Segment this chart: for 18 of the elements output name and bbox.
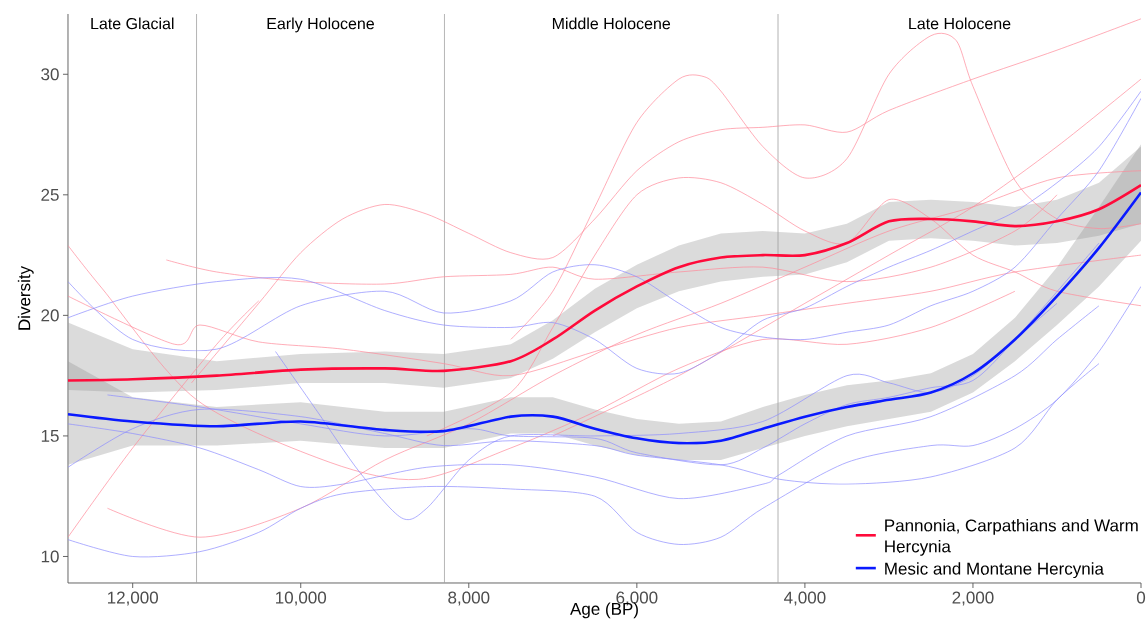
x-tick-label: 10,000 — [276, 591, 327, 606]
x-tick-label: 12,000 — [107, 591, 159, 606]
x-tick-label: 2,000 — [952, 591, 994, 606]
legend-label: Mesic and Montane Hercynia — [885, 562, 1104, 579]
x-tick-label: 8,000 — [448, 591, 490, 606]
y-tick-label: 25 — [41, 188, 59, 201]
annotation: Late Holocene — [909, 17, 1011, 30]
x-tick-label: 4,000 — [784, 591, 826, 606]
annotation: Late Glacial — [91, 17, 174, 30]
annotation: Early Holocene — [267, 17, 374, 33]
annotation: Middle Holocene — [552, 17, 671, 30]
x-tick-label: 0 — [1136, 591, 1146, 604]
y-axis-title: Diversity — [17, 265, 34, 330]
y-tick-label: 20 — [41, 309, 59, 322]
legend-label: Pannonia, Carpathians and Warm Hercynia — [885, 518, 1138, 556]
y-tick-label: 30 — [41, 68, 59, 81]
y-tick-label: 15 — [41, 429, 59, 442]
y-tick-label: 10 — [41, 550, 59, 563]
